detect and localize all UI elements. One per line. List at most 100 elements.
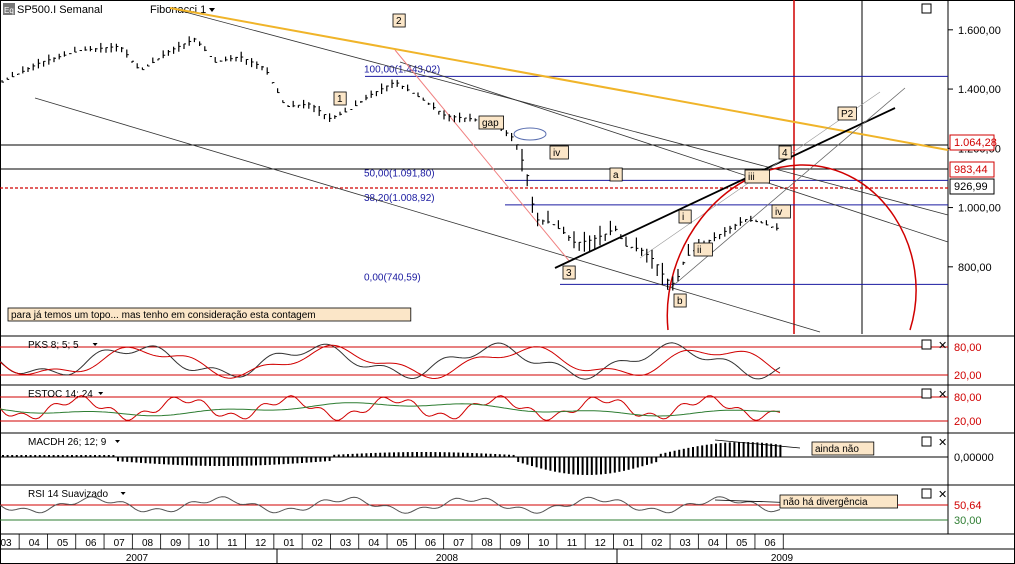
maximize-pane-icon[interactable] [921, 388, 932, 399]
indicator-dropdown-icon[interactable] [115, 440, 120, 443]
wave-label: ii [693, 242, 713, 257]
pane-level-label: 50,64 [954, 500, 982, 512]
price-box-frame [949, 134, 995, 151]
price-box-text: 983,44 [954, 164, 988, 176]
wave-label: 2 [392, 13, 406, 28]
indicator-pane: 80,00 20,00 ESTOC 14; 24 ✕ [0, 384, 1015, 428]
month-label: 07 [453, 538, 465, 549]
month-label: 02 [312, 538, 324, 549]
month-label: 09 [170, 538, 182, 549]
wave-label: iv [549, 145, 569, 160]
wave-label-box [562, 265, 576, 280]
wave-label: a [609, 167, 623, 182]
month-label: 08 [142, 538, 154, 549]
channel-line-mid [399, 61, 949, 243]
symbol-label: SP500.I Semanal [17, 4, 103, 16]
macd-histogram [2, 442, 782, 475]
fib-level-label: 0,00(740,59) [364, 272, 421, 283]
wave-label-text: 4 [782, 148, 788, 159]
estoc-line-green [0, 402, 780, 417]
macd-trendline [714, 439, 801, 449]
price-box: 1.064,28 [949, 134, 997, 151]
wave-label: iii [744, 169, 771, 184]
close-pane-icon: ✕ [938, 340, 947, 352]
month-label: 04 [29, 538, 41, 549]
wave-label-box [771, 204, 791, 219]
maximize-pane-icon[interactable] [921, 436, 932, 447]
indicator-dropdown-icon[interactable] [98, 392, 104, 395]
price-bars [1, 36, 779, 291]
month-label: 10 [538, 538, 550, 549]
year-label: 2008 [436, 553, 459, 564]
month-label: 07 [114, 538, 126, 549]
wave-label-text: iv [553, 148, 560, 159]
price-box-text: 926,99 [954, 181, 988, 193]
wave-label-box [693, 242, 713, 257]
fib-level-label: 38,20(1.008,92) [364, 193, 435, 204]
y-tick-label: 1.400,00 [958, 84, 1001, 96]
red-arc [666, 164, 917, 331]
annotation-note-text: para já temos um topo... mas tenho em co… [11, 310, 316, 321]
macd-note-text: ainda não [815, 444, 859, 455]
close-pane-icon: ✕ [938, 437, 947, 449]
year-label: 2007 [126, 553, 149, 564]
pane-level-label: 80,00 [954, 342, 982, 354]
month-label: 04 [708, 538, 720, 549]
month-label: 12 [595, 538, 607, 549]
fib-level-label: 50,00(1.091,80) [364, 168, 435, 179]
y-tick-label: 800,00 [958, 262, 992, 274]
wave-label: 4 [778, 145, 792, 160]
month-label: 11 [227, 538, 238, 549]
indicator-dropdown-icon[interactable] [120, 492, 126, 495]
maximize-main-icon[interactable] [921, 3, 932, 14]
pane-level-label: 20,00 [954, 370, 982, 382]
gap-ellipse [513, 127, 547, 141]
wave-label-text: a [613, 170, 619, 181]
wave-label-text: i [682, 212, 684, 223]
wave-label: gap [478, 115, 505, 130]
wave-label-text: ii [697, 245, 701, 256]
wave-label: 1 [333, 91, 347, 106]
wave-label-box [392, 13, 406, 28]
wave-label-box [678, 209, 692, 224]
wave-label: i [678, 209, 692, 224]
price-box-text: 1.064,28 [954, 137, 997, 149]
pks-line-black [0, 342, 781, 380]
wave-label-box [549, 145, 569, 160]
pane-level-label: 30,00 [954, 515, 982, 527]
indicator-title: MACDH 26; 12; 9 [28, 437, 107, 448]
maximize-pane-icon[interactable] [921, 339, 932, 350]
wave-label-box [778, 145, 792, 160]
price-box-frame [949, 178, 995, 195]
indicator-dropdown-icon[interactable] [92, 343, 98, 346]
maximize-pane-icon[interactable] [921, 488, 932, 499]
month-label: 08 [482, 538, 494, 549]
wave-label-text: iii [748, 172, 755, 183]
month-label: 03 [680, 538, 692, 549]
fib-retrace-line [394, 49, 571, 263]
wave-label: P2 [837, 106, 857, 121]
wave-label: iv [771, 204, 791, 219]
macd-note: ainda não [811, 441, 875, 456]
month-label: 03 [0, 538, 12, 549]
wave-label-text: iv [775, 207, 782, 218]
price-box-frame [949, 161, 995, 178]
rsi-note: não há divergência [779, 494, 898, 509]
wave-label-text: 2 [396, 16, 402, 27]
annotation-note: para já temos um topo... mas tenho em co… [7, 307, 412, 322]
study-dropdown-icon[interactable] [209, 8, 215, 12]
indicator-title: RSI 14 Suavizado [28, 489, 108, 500]
estoc-line-red [0, 395, 781, 421]
eq-icon-text: Eq [4, 6, 14, 15]
wave-label-text: b [677, 296, 683, 307]
price-box: 983,44 [949, 161, 995, 178]
month-label: 05 [57, 538, 69, 549]
wave-label: 3 [562, 265, 576, 280]
month-label: 06 [425, 538, 437, 549]
yellow-trendline [169, 7, 949, 151]
channel-line-lower [34, 97, 821, 333]
annotation-note-box [7, 307, 412, 322]
